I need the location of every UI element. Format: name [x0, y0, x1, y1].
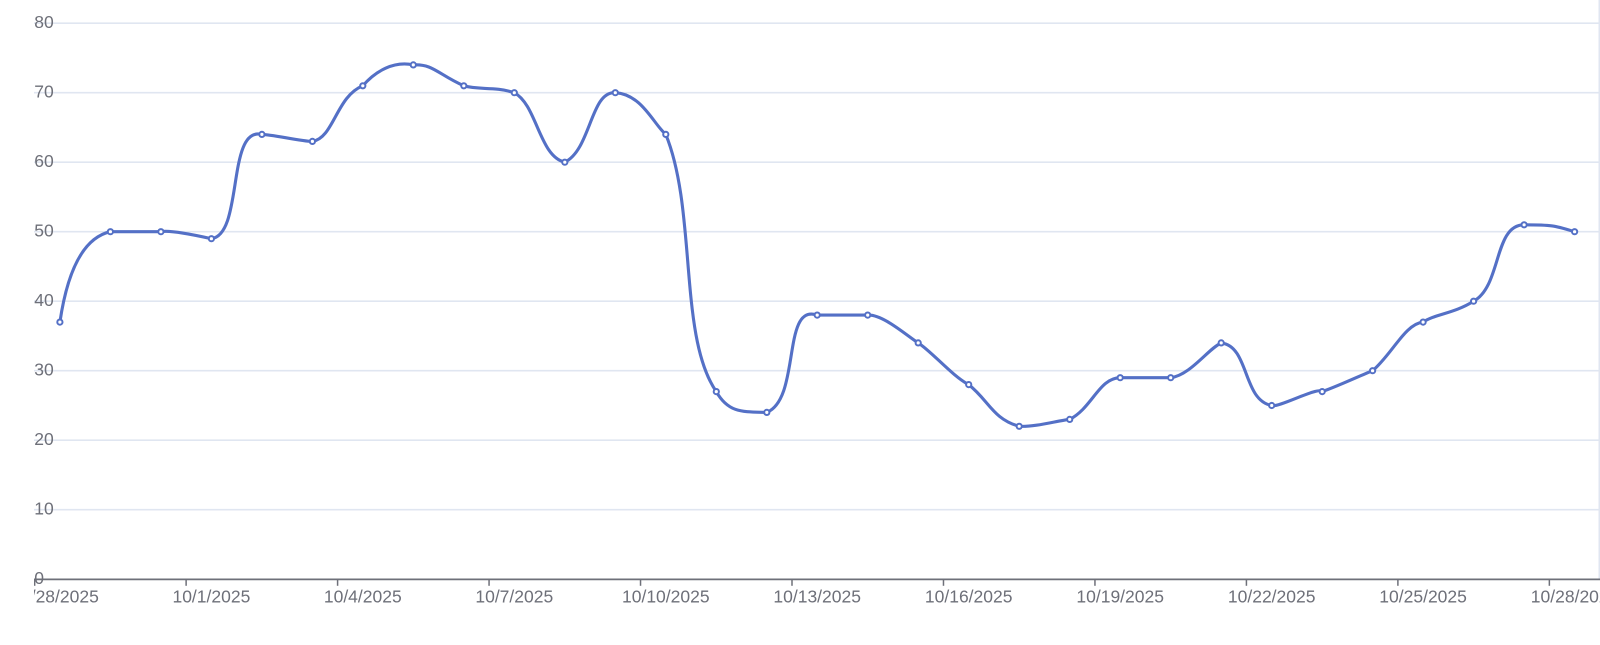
- svg-text:60: 60: [34, 151, 54, 171]
- svg-text:10/19/2025: 10/19/2025: [1076, 587, 1164, 607]
- svg-text:40: 40: [34, 290, 54, 310]
- svg-text:10/16/2025: 10/16/2025: [925, 587, 1013, 607]
- svg-text:10/7/2025: 10/7/2025: [475, 587, 553, 607]
- svg-text:20: 20: [34, 429, 54, 449]
- svg-text:80: 80: [34, 12, 54, 32]
- svg-text:10: 10: [34, 499, 54, 519]
- svg-text:30: 30: [34, 360, 54, 380]
- svg-text:10/25/2025: 10/25/2025: [1379, 587, 1467, 607]
- svg-text:10/10/2025: 10/10/2025: [622, 587, 710, 607]
- svg-text:0: 0: [34, 568, 44, 588]
- svg-text:10/28/2025: 10/28/2025: [1531, 587, 1600, 607]
- svg-text:9/28/2025: 9/28/2025: [21, 587, 99, 607]
- svg-text:10/13/2025: 10/13/2025: [773, 587, 861, 607]
- svg-text:70: 70: [34, 82, 54, 102]
- svg-text:50: 50: [34, 221, 54, 241]
- svg-text:10/4/2025: 10/4/2025: [324, 587, 402, 607]
- svg-text:10/1/2025: 10/1/2025: [172, 587, 250, 607]
- svg-text:10/22/2025: 10/22/2025: [1228, 587, 1316, 607]
